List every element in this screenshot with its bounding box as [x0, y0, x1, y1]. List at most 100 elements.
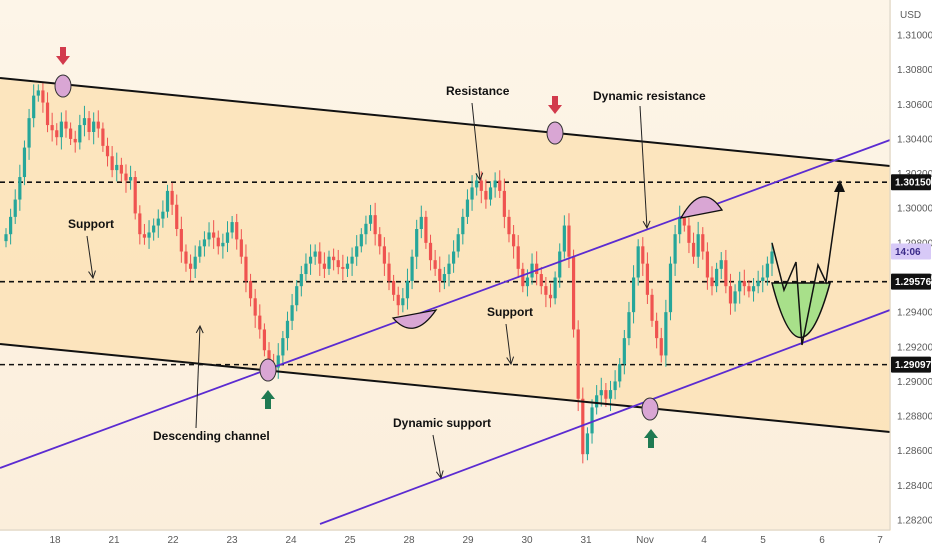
- candle-body-up: [447, 263, 451, 275]
- candle-body-down: [438, 268, 442, 281]
- y-tick-label: 1.31000: [897, 31, 932, 42]
- candle-body-down: [682, 216, 686, 226]
- candle-body-up: [595, 395, 599, 408]
- candle-body-up: [456, 234, 460, 252]
- x-tick-label: Nov: [636, 535, 654, 546]
- annotation-label: Support: [68, 217, 114, 231]
- annotation-pointer: [639, 105, 648, 229]
- candle-body-up: [562, 225, 566, 252]
- candle-body-down: [188, 263, 193, 269]
- price-badge: [891, 243, 931, 260]
- candle-body-down: [239, 239, 243, 257]
- candle-body-down: [535, 263, 539, 275]
- annotation-arrowhead: [642, 220, 651, 230]
- candle-body-down: [55, 130, 59, 138]
- candle-body-up: [585, 433, 590, 455]
- candle-body-down: [133, 177, 137, 214]
- candle-body-up: [207, 232, 211, 240]
- candle-body-down: [322, 263, 326, 269]
- candle-body-down: [392, 280, 396, 295]
- y-tick-label: 1.29200: [897, 342, 932, 353]
- candle-body-down: [258, 315, 262, 330]
- candle-body-up: [313, 251, 317, 257]
- candle-body-up: [165, 190, 170, 212]
- annotation-label: Resistance: [446, 84, 510, 98]
- candle-body-down: [332, 256, 336, 261]
- candle-body-down: [110, 156, 114, 171]
- y-tick-label: 1.28800: [897, 412, 932, 423]
- candle-body-up: [719, 260, 723, 269]
- candle-body-up: [636, 246, 640, 278]
- price-badge-label: 1.29097: [895, 360, 932, 371]
- candle-body-down: [373, 215, 377, 235]
- annotation-arrowhead: [506, 356, 515, 366]
- up-arrow-icon: [648, 438, 654, 448]
- candle-body-up: [493, 180, 497, 188]
- candle-body-down: [396, 294, 400, 306]
- candle-body-up: [419, 216, 423, 229]
- candle-body-down: [655, 320, 659, 339]
- candle-body-up: [631, 277, 636, 313]
- annotation-arrowhead: [435, 470, 444, 480]
- down-arrow-icon: [60, 47, 66, 56]
- candle-body-down: [539, 274, 543, 287]
- x-tick-label: 22: [167, 535, 179, 546]
- x-tick-label: 5: [760, 535, 766, 546]
- y-tick-label: 1.29400: [897, 308, 932, 319]
- annotation-arrowhead: [88, 270, 96, 280]
- candle-body-up: [525, 277, 530, 287]
- candle-body-down: [650, 294, 654, 321]
- candle-body-up: [36, 90, 40, 96]
- candle-body-down: [742, 280, 746, 287]
- markers: [54, 47, 724, 448]
- candle-body-down: [728, 286, 733, 304]
- candle-body-down: [119, 164, 123, 174]
- candle-body-down: [701, 234, 705, 252]
- candle-body-up: [78, 125, 82, 143]
- x-tick-label: 24: [285, 535, 297, 546]
- y-tick-label: 1.30400: [897, 134, 932, 145]
- candle-body-down: [747, 286, 751, 292]
- candle-body-down: [124, 173, 128, 181]
- price-badge: [891, 273, 931, 290]
- candle-body-up: [488, 187, 493, 200]
- candle-body-down: [267, 350, 271, 365]
- dynamic-resistance-line: [0, 139, 891, 469]
- candle-body-down: [244, 256, 248, 281]
- price-badge-label: 1.29576: [895, 277, 932, 288]
- candle-body-up: [530, 263, 534, 278]
- candles: [4, 82, 774, 464]
- candle-body-down: [262, 329, 267, 351]
- y-tick-label: 1.30600: [897, 100, 932, 111]
- price-badge: [891, 174, 931, 191]
- annotation-pointer: [432, 434, 442, 479]
- annotation-arrowhead: [195, 324, 204, 334]
- candle-body-up: [442, 274, 446, 281]
- down-arrow-icon: [56, 56, 70, 65]
- annotations: Resistance Dynamic resistance Support Suppo…: [68, 84, 706, 480]
- price-badge-label: 1.30150: [895, 178, 932, 189]
- candle-body-up: [664, 312, 668, 356]
- x-axis-panel: [0, 531, 891, 550]
- candle-body-up: [452, 251, 456, 264]
- candle-body-down: [544, 286, 548, 295]
- candle-body-down: [138, 213, 142, 235]
- candle-body-up: [13, 199, 17, 217]
- candle-body-down: [645, 263, 650, 295]
- y-tick-label: 1.28600: [897, 446, 932, 457]
- x-tick-label: 7: [877, 535, 883, 546]
- candle-body-down: [96, 121, 100, 129]
- candle-body-up: [415, 229, 419, 257]
- candle-body-up: [461, 216, 465, 235]
- candle-body-down: [424, 216, 428, 243]
- y-tick-label: 1.28200: [897, 516, 932, 527]
- candle-body-up: [59, 121, 63, 138]
- x-tick-label: 21: [108, 535, 120, 546]
- candle-body-down: [511, 234, 516, 247]
- x-tick-label: 29: [462, 535, 474, 546]
- candle-body-up: [18, 177, 22, 200]
- annotation-label: Dynamic support: [393, 416, 491, 430]
- candle-body-down: [378, 234, 382, 247]
